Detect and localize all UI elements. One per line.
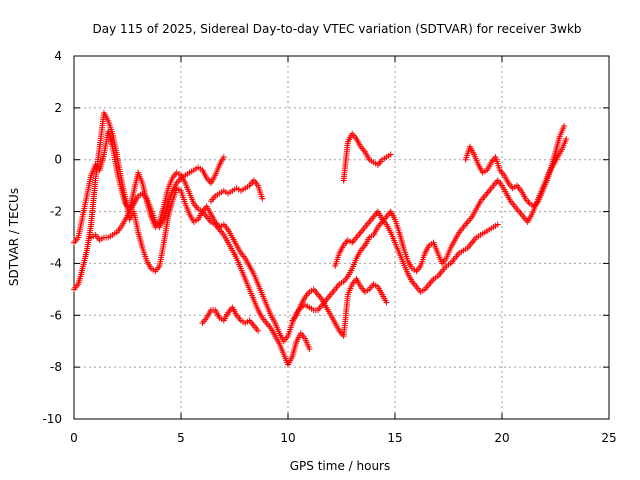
series-track-e [207, 177, 266, 205]
series-track-g [462, 123, 568, 210]
y-tick-label: 2 [54, 101, 62, 115]
x-tick-label: 20 [494, 431, 509, 445]
x-tick-label: 0 [70, 431, 78, 445]
y-axis-label: SDTVAR / TECUs [7, 188, 21, 286]
data-point [220, 154, 227, 161]
axis-ticks: 0 5 10 15 20 25 -10 -8 -6 -4 -2 0 2 4 [42, 49, 616, 445]
series-track-f [340, 130, 394, 184]
y-tick-label: -4 [50, 256, 62, 270]
y-tick-label: 0 [54, 153, 62, 167]
chart-title: Day 115 of 2025, Sidereal Day-to-day VTE… [92, 22, 581, 36]
y-tick-label: 4 [54, 49, 62, 63]
y-tick-label: -8 [50, 360, 62, 374]
y-tick-label: -6 [50, 308, 62, 322]
data-point [255, 327, 262, 334]
data-point [563, 135, 570, 142]
data-point [383, 299, 390, 306]
data-point [306, 345, 313, 352]
plot-frame [73, 55, 610, 420]
grid [74, 56, 609, 419]
x-axis-label: GPS time / hours [290, 459, 391, 473]
x-tick-label: 10 [280, 431, 295, 445]
series-track-c [88, 154, 227, 244]
data-markers [71, 110, 570, 368]
series-track-i [289, 275, 390, 340]
data-point [494, 221, 501, 228]
x-tick-label: 25 [601, 431, 616, 445]
data-point [387, 151, 394, 158]
series-track-d [199, 304, 262, 334]
series-track-h [332, 208, 501, 295]
data-point [561, 123, 568, 130]
x-tick-label: 15 [387, 431, 402, 445]
data-point [259, 195, 266, 202]
x-tick-label: 5 [177, 431, 185, 445]
y-tick-label: -10 [42, 412, 62, 426]
y-tick-label: -2 [50, 205, 62, 219]
